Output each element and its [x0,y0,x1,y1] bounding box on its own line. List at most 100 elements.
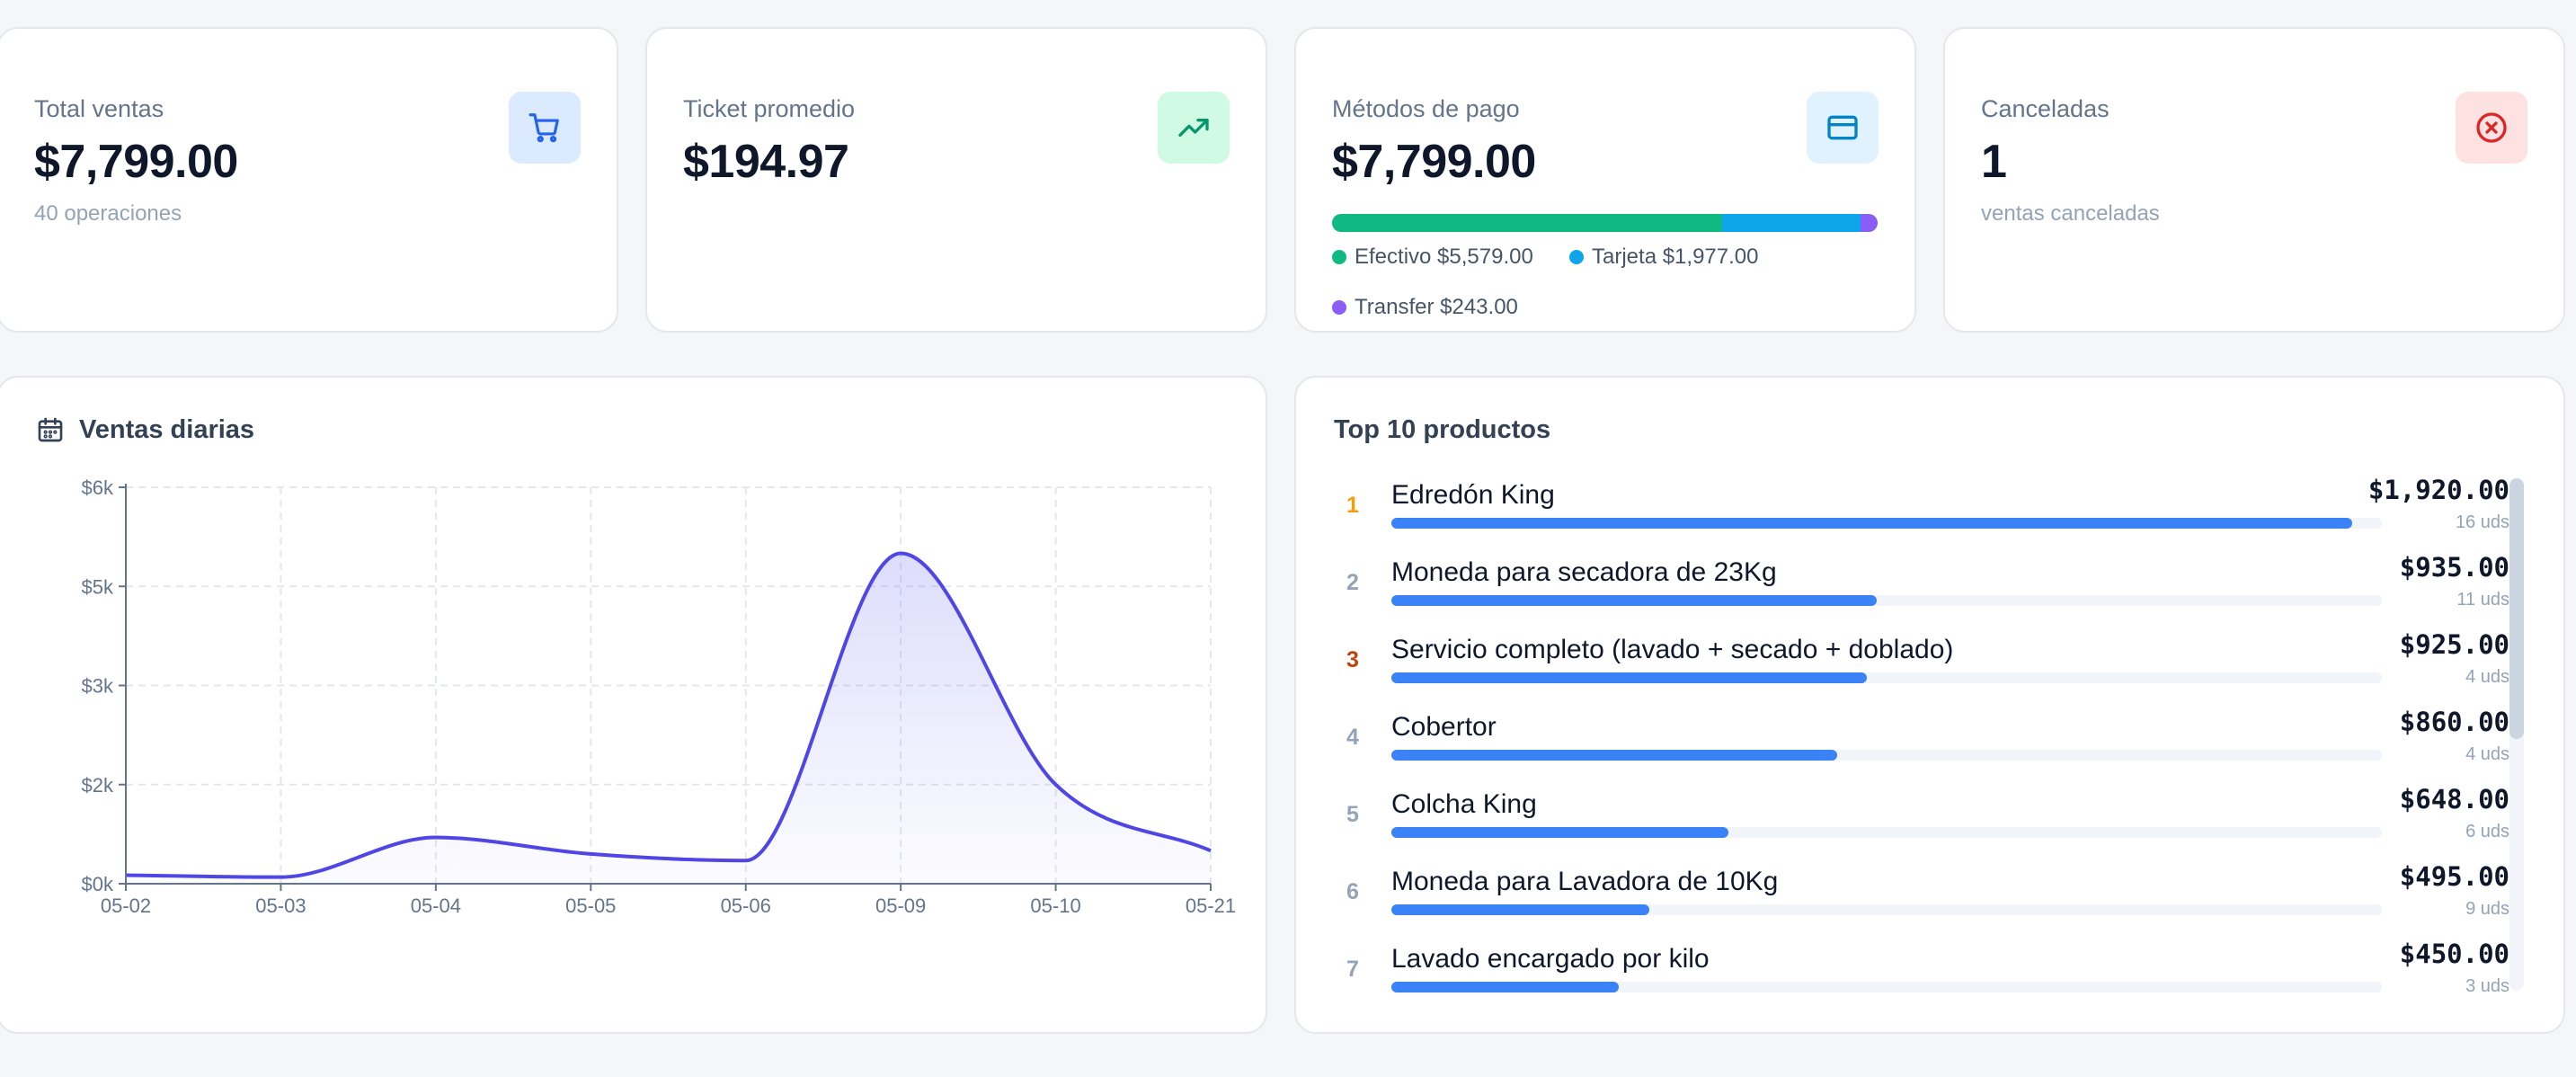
product-share-track [1391,672,2382,683]
product-share-track [1391,827,2382,838]
product-row[interactable]: 5 Colcha King $648.00 6 uds [1334,784,2509,861]
legend-dot-icon [1332,300,1346,315]
product-share-track [1391,750,2382,761]
y-tick-label: $6k [82,476,114,499]
kpi-value: 1 [1981,136,2007,188]
payment-segment-transfer [1861,214,1878,232]
product-amount: $495.00 [2399,861,2509,892]
product-units: 4 uds [2465,667,2509,687]
product-name: Colcha King [1391,789,1537,819]
legend-card: Tarjeta $1,977.00 [1569,245,1758,270]
y-tick-label: $0k [82,873,114,895]
sales-area [126,553,1211,884]
kpi-label: Métodos de pago [1332,95,1520,122]
product-row[interactable]: 7 Lavado encargado por kilo $450.00 3 uds [1334,939,2509,996]
top-products-title: Top 10 productos [1334,415,1551,444]
y-tick-label: $3k [82,675,114,698]
product-share-bar [1391,750,1837,761]
product-share-track [1391,518,2382,529]
x-circle-icon [2456,92,2527,164]
product-row[interactable]: 4 Cobertor $860.00 4 uds [1334,707,2509,784]
top-products-list[interactable]: 1 Edredón King $1,920.00 16 uds 2 Moneda para… [1294,475,2565,996]
product-share-track [1391,982,2382,992]
legend-transfer: Transfer $243.00 [1332,295,1518,320]
product-amount: $925.00 [2399,629,2509,660]
product-share-track [1391,595,2382,606]
product-share-bar [1391,672,1867,683]
legend-label: Tarjeta $1,977.00 [1592,245,1759,269]
kpi-card-avg-ticket: Ticket promedio $194.97 [645,27,1267,333]
product-rank: 4 [1346,725,1359,750]
product-amount: $860.00 [2399,707,2509,737]
trending-up-icon [1158,92,1230,164]
x-tick-label: 05-05 [565,895,616,917]
legend-label: Transfer $243.00 [1355,295,1518,319]
kpi-label: Total ventas [34,95,164,122]
x-tick-label: 05-03 [255,895,306,917]
payment-segment-card [1722,214,1861,232]
product-share-bar [1391,595,1877,606]
product-units: 6 uds [2465,822,2509,841]
product-row[interactable]: 6 Moneda para Lavadora de 10Kg $495.00 9 ud… [1334,861,2509,939]
kpi-card-cancelled: Canceladas 1 ventas canceladas [1943,27,2565,333]
product-rank: 3 [1346,647,1359,672]
product-share-bar [1391,982,1620,992]
kpi-value: $194.97 [683,136,849,188]
y-tick-label: $2k [82,774,114,797]
product-share-bar [1391,904,1649,915]
kpi-label: Canceladas [1981,95,2110,122]
x-tick-label: 05-10 [1030,895,1080,917]
product-name: Moneda para Lavadora de 10Kg [1391,867,1779,896]
product-units: 4 uds [2465,744,2509,764]
product-row[interactable]: 3 Servicio completo (lavado + secado + do… [1334,629,2509,707]
payment-segment-cash [1332,214,1723,232]
top-products-panel [1294,376,2565,1034]
product-row[interactable]: 1 Edredón King $1,920.00 16 uds [1334,475,2509,552]
product-units: 11 uds [2456,590,2509,610]
product-name: Lavado encargado por kilo [1391,944,1710,974]
product-units: 16 uds [2455,512,2509,532]
y-tick-label: $5k [82,575,114,598]
product-rank: 5 [1346,802,1359,827]
product-rank: 2 [1346,570,1359,595]
product-rank: 1 [1346,493,1359,518]
product-row[interactable]: 2 Moneda para secadora de 23Kg $935.00 11 u… [1334,552,2509,629]
x-tick-label: 05-06 [721,895,771,917]
kpi-value: $7,799.00 [1332,136,1536,188]
kpi-card-payment-methods: Métodos de pago $7,799.00 Efectivo $5,57… [1294,27,1916,333]
kpi-subtext: ventas canceladas [1981,201,2160,226]
product-share-bar [1391,518,2352,529]
kpi-subtext: 40 operaciones [34,201,182,226]
scrollbar-thumb[interactable] [2509,478,2524,739]
legend-label: Efectivo $5,579.00 [1355,245,1533,269]
x-tick-label: 05-02 [101,895,151,917]
legend-dot-icon [1332,250,1346,264]
scrollbar[interactable] [2509,478,2524,991]
product-share-track [1391,904,2382,915]
product-rank: 6 [1346,879,1359,904]
product-name: Cobertor [1391,712,1497,742]
product-amount: $450.00 [2399,939,2509,969]
legend-cash: Efectivo $5,579.00 [1332,245,1533,270]
product-amount: $1,920.00 [2367,475,2509,505]
calendar-icon [36,415,65,444]
product-rank: 7 [1346,957,1359,982]
payment-split-bar [1332,214,1878,232]
kpi-label: Ticket promedio [683,95,856,122]
x-tick-label: 05-04 [411,895,461,917]
product-share-bar [1391,827,1728,838]
x-tick-label: 05-09 [875,895,926,917]
product-amount: $935.00 [2399,552,2509,583]
product-units: 3 uds [2465,976,2509,996]
product-name: Edredón King [1391,480,1555,510]
product-units: 9 uds [2465,899,2509,919]
daily-sales-title: Ventas diarias [79,415,255,444]
kpi-card-total-sales: Total ventas $7,799.00 40 operaciones [0,27,618,333]
x-tick-label: 05-21 [1186,895,1236,917]
product-amount: $648.00 [2399,784,2509,814]
cart-icon [509,92,581,164]
product-name: Servicio completo (lavado + secado + dob… [1391,635,1954,664]
product-name: Moneda para secadora de 23Kg [1391,557,1777,587]
credit-card-icon [1807,92,1879,164]
